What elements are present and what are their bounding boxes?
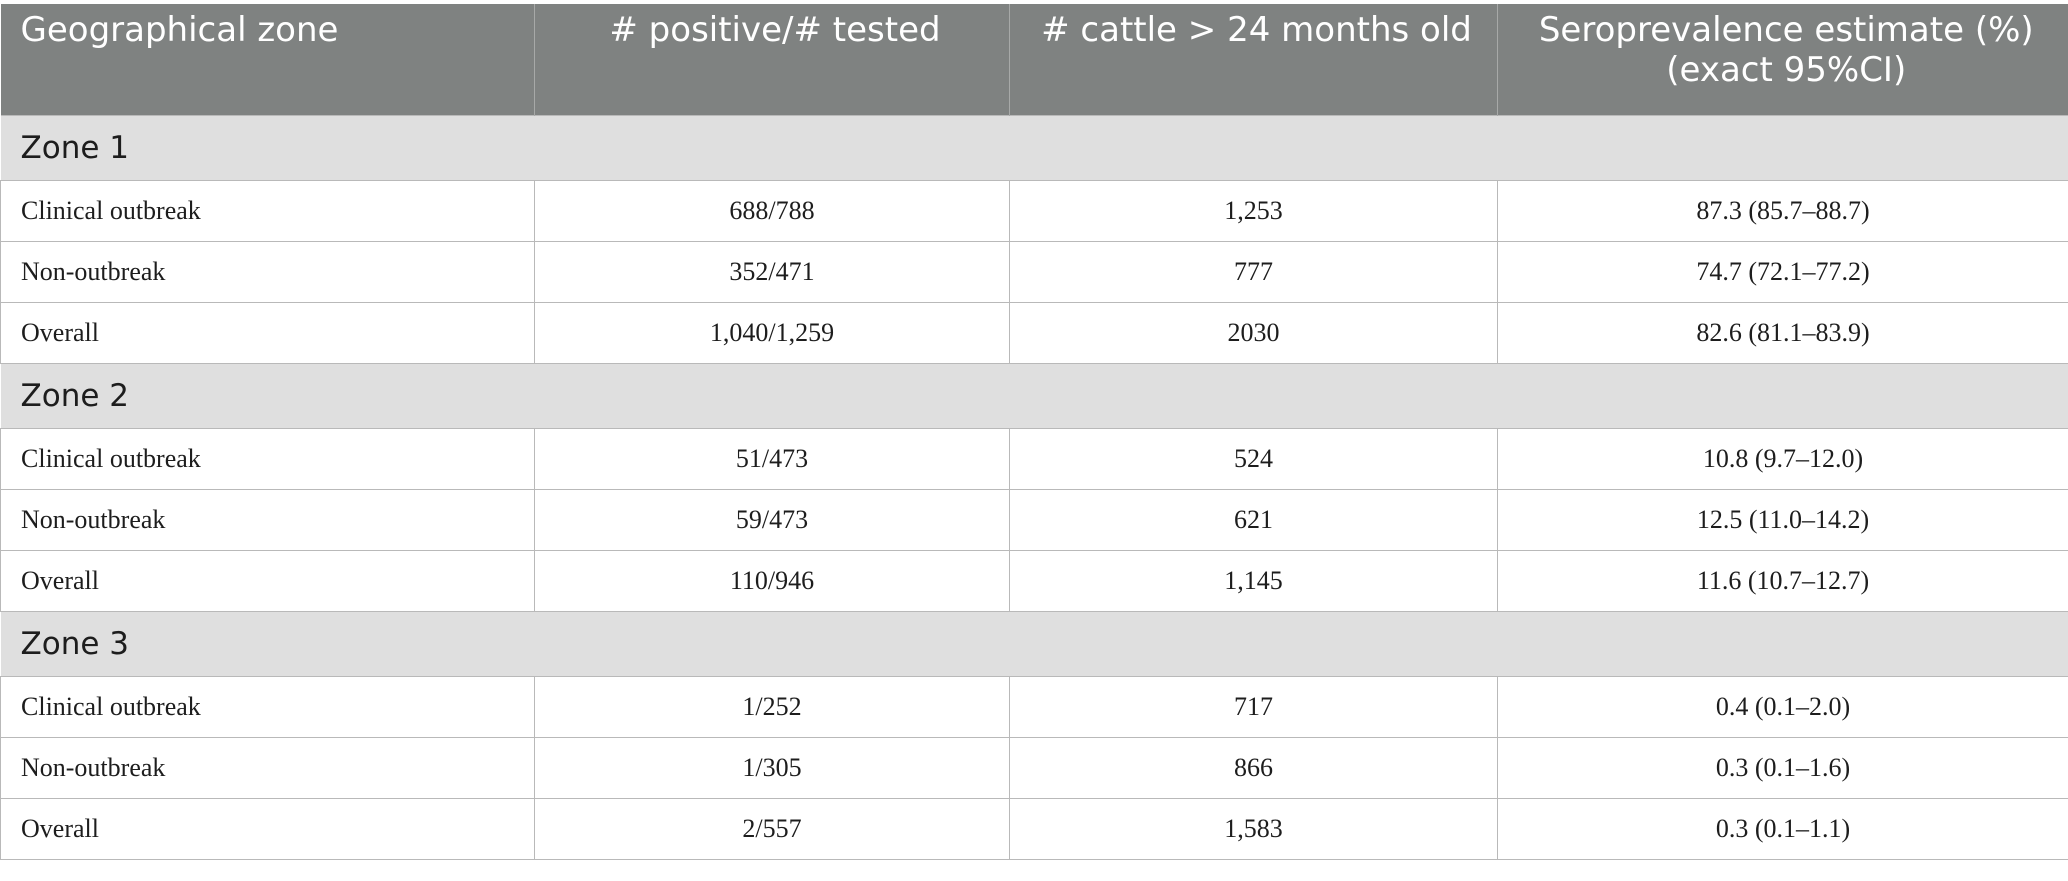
row-label: Overall (0, 797, 535, 860)
table-row: Overall 1,040/1,259 2030 82.6 (81.1–83.9… (0, 301, 2068, 364)
table-header: Geographical zone # positive/# tested # … (0, 4, 2068, 115)
table-row: Clinical outbreak 51/473 524 10.8 (9.7–1… (0, 427, 2068, 490)
zone-group-row: Zone 1 (0, 114, 2068, 181)
zone-label: Zone 1 (0, 114, 2068, 181)
cell-estimate: 0.3 (0.1–1.6) (1497, 736, 2068, 799)
header-row: Geographical zone # positive/# tested # … (0, 4, 2068, 115)
cell-cattle: 1,253 (1009, 179, 1498, 242)
header-positive-tested: # positive/# tested (534, 4, 1010, 115)
cell-positive-tested: 1,040/1,259 (534, 301, 1010, 364)
row-label: Clinical outbreak (0, 427, 535, 490)
cell-positive-tested: 352/471 (534, 240, 1010, 303)
seroprevalence-table-container: Geographical zone # positive/# tested # … (0, 4, 2068, 860)
zone-group-row: Zone 2 (0, 362, 2068, 429)
cell-estimate: 11.6 (10.7–12.7) (1497, 549, 2068, 612)
row-label: Clinical outbreak (0, 675, 535, 738)
cell-cattle: 524 (1009, 427, 1498, 490)
cell-estimate: 74.7 (72.1–77.2) (1497, 240, 2068, 303)
header-geographical-zone: Geographical zone (0, 4, 535, 115)
header-cattle-count: # cattle > 24 months old (1009, 4, 1498, 115)
cell-estimate: 0.4 (0.1–2.0) (1497, 675, 2068, 738)
row-label: Non-outbreak (0, 240, 535, 303)
cell-cattle: 1,145 (1009, 549, 1498, 612)
row-label: Non-outbreak (0, 488, 535, 551)
cell-positive-tested: 688/788 (534, 179, 1010, 242)
table-row: Clinical outbreak 1/252 717 0.4 (0.1–2.0… (0, 675, 2068, 738)
cell-positive-tested: 1/305 (534, 736, 1010, 799)
table-row: Overall 110/946 1,145 11.6 (10.7–12.7) (0, 549, 2068, 612)
header-seroprevalence-estimate: Seroprevalence estimate (%) (exact 95%CI… (1497, 4, 2068, 115)
seroprevalence-table: Geographical zone # positive/# tested # … (0, 4, 2068, 860)
cell-cattle: 866 (1009, 736, 1498, 799)
cell-estimate: 87.3 (85.7–88.7) (1497, 179, 2068, 242)
cell-positive-tested: 51/473 (534, 427, 1010, 490)
cell-estimate: 10.8 (9.7–12.0) (1497, 427, 2068, 490)
cell-cattle: 2030 (1009, 301, 1498, 364)
row-label: Non-outbreak (0, 736, 535, 799)
table-row: Non-outbreak 1/305 866 0.3 (0.1–1.6) (0, 736, 2068, 799)
cell-estimate: 82.6 (81.1–83.9) (1497, 301, 2068, 364)
cell-positive-tested: 59/473 (534, 488, 1010, 551)
row-label: Overall (0, 301, 535, 364)
cell-estimate: 0.3 (0.1–1.1) (1497, 797, 2068, 860)
cell-cattle: 1,583 (1009, 797, 1498, 860)
cell-cattle: 777 (1009, 240, 1498, 303)
zone-group-row: Zone 3 (0, 610, 2068, 677)
table-row: Overall 2/557 1,583 0.3 (0.1–1.1) (0, 797, 2068, 860)
cell-positive-tested: 2/557 (534, 797, 1010, 860)
cell-positive-tested: 1/252 (534, 675, 1010, 738)
table-row: Non-outbreak 352/471 777 74.7 (72.1–77.2… (0, 240, 2068, 303)
table-body: Zone 1 Clinical outbreak 688/788 1,253 8… (0, 114, 2068, 860)
row-label: Overall (0, 549, 535, 612)
table-row: Clinical outbreak 688/788 1,253 87.3 (85… (0, 179, 2068, 242)
cell-cattle: 621 (1009, 488, 1498, 551)
row-label: Clinical outbreak (0, 179, 535, 242)
table-row: Non-outbreak 59/473 621 12.5 (11.0–14.2) (0, 488, 2068, 551)
zone-label: Zone 3 (0, 610, 2068, 677)
cell-positive-tested: 110/946 (534, 549, 1010, 612)
cell-estimate: 12.5 (11.0–14.2) (1497, 488, 2068, 551)
cell-cattle: 717 (1009, 675, 1498, 738)
zone-label: Zone 2 (0, 362, 2068, 429)
